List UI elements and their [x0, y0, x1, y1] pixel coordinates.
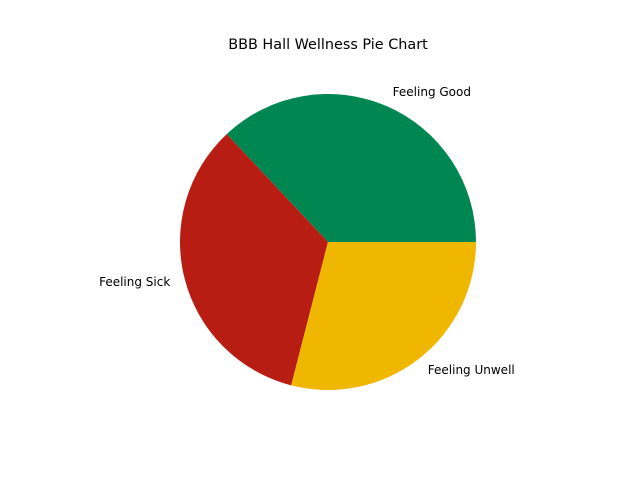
pie-label-feeling-sick: Feeling Sick	[99, 275, 170, 289]
pie-label-feeling-unwell: Feeling Unwell	[428, 363, 515, 377]
pie-slice-feeling-sick	[179, 134, 328, 386]
pie-slices	[179, 94, 476, 391]
chart-title: BBB Hall Wellness Pie Chart	[228, 37, 428, 53]
pie-label-feeling-good: Feeling Good	[393, 85, 471, 99]
pie-slice-labels: Feeling Good Feeling Sick Feeling Unwell	[99, 85, 515, 377]
pie-slice-feeling-good	[226, 94, 476, 242]
pie-slice-feeling-unwell	[291, 242, 476, 391]
